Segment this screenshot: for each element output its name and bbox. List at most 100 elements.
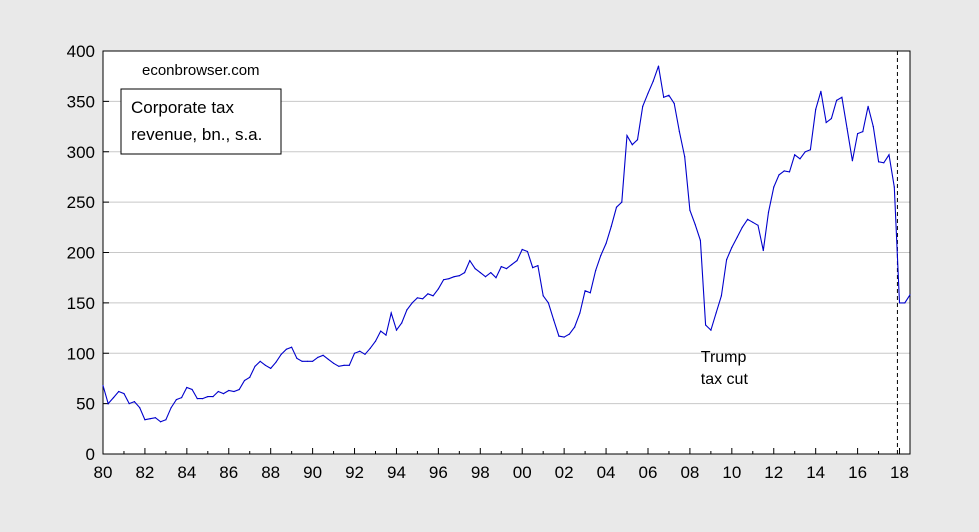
data-point: [841, 96, 843, 98]
data-point: [579, 312, 581, 314]
data-point: [469, 260, 471, 262]
data-point: [505, 268, 508, 270]
data-point: [773, 186, 775, 188]
x-tick-label: 06: [639, 463, 658, 482]
data-point: [872, 126, 874, 128]
data-point: [317, 356, 319, 358]
data-point: [443, 279, 445, 281]
data-point: [484, 276, 487, 278]
data-point: [668, 94, 670, 96]
data-point: [390, 312, 392, 314]
data-point: [909, 294, 911, 296]
data-point: [301, 360, 303, 362]
data-point: [778, 174, 780, 176]
data-point: [474, 268, 476, 270]
data-point: [212, 396, 214, 398]
x-tick-label: 86: [219, 463, 238, 482]
data-point: [820, 90, 822, 92]
data-point: [479, 272, 481, 274]
data-point: [385, 334, 387, 336]
legend: Corporate tax revenue, bn., s.a.: [120, 88, 282, 155]
y-tick-label: 150: [67, 294, 95, 313]
data-point: [684, 156, 686, 158]
data-point: [233, 390, 235, 393]
data-point: [689, 209, 691, 211]
data-point: [794, 154, 796, 156]
x-axis: 80 82 84 86 88 90 92 94 96 98 00 02 04 06 08 10 12 14 16 18: [94, 448, 909, 482]
y-tick-label: 350: [67, 92, 95, 111]
data-point: [422, 298, 424, 300]
data-point: [202, 398, 204, 400]
data-point: [139, 407, 141, 409]
data-point: [647, 92, 649, 94]
legend-line-1: Corporate tax: [131, 98, 234, 117]
data-point: [175, 399, 177, 401]
data-point: [883, 162, 885, 164]
data-point: [259, 360, 261, 362]
data-point: [264, 364, 266, 366]
data-point: [453, 276, 455, 278]
data-point: [500, 266, 502, 268]
data-point: [249, 376, 251, 378]
data-point: [851, 160, 854, 162]
data-point: [207, 396, 209, 398]
data-point: [574, 326, 576, 328]
data-point: [720, 295, 723, 297]
data-point: [595, 270, 597, 272]
data-point: [836, 99, 838, 101]
trump-tax-cut-annotation: Trump tax cut: [701, 349, 749, 388]
data-point: [254, 365, 256, 367]
data-point: [333, 362, 335, 364]
data-point: [186, 386, 188, 389]
data-point: [857, 133, 859, 135]
x-tick-label: 84: [177, 463, 196, 482]
x-tick-label: 98: [471, 463, 490, 482]
data-point: [830, 117, 833, 120]
data-point: [149, 418, 151, 420]
data-point: [144, 419, 146, 421]
data-point: [553, 319, 555, 321]
data-point: [427, 293, 429, 295]
data-point: [846, 128, 848, 130]
data-point: [747, 218, 749, 220]
data-point: [809, 149, 812, 151]
x-tick-label: 00: [513, 463, 532, 482]
data-point: [610, 225, 612, 227]
data-point: [605, 242, 607, 244]
x-tick-label: 02: [555, 463, 574, 482]
data-point: [437, 288, 439, 290]
data-point: [757, 224, 759, 226]
data-point: [374, 340, 377, 342]
y-tick-label: 200: [67, 244, 95, 263]
data-point: [715, 312, 717, 314]
data-point: [411, 302, 413, 304]
data-point: [526, 250, 529, 253]
data-point: [338, 365, 340, 367]
data-point: [893, 186, 895, 188]
x-tick-label: 92: [345, 463, 364, 482]
data-point: [102, 384, 104, 387]
data-point: [464, 272, 466, 274]
data-point: [867, 105, 869, 107]
y-tick-label: 0: [86, 445, 95, 464]
data-point: [112, 397, 115, 399]
data-point: [862, 131, 864, 133]
data-point: [516, 260, 518, 262]
y-tick-label: 300: [67, 143, 95, 162]
data-point: [888, 154, 890, 156]
data-point: [448, 278, 450, 280]
data-point: [380, 330, 382, 332]
data-point: [416, 297, 418, 299]
x-tick-label: 94: [387, 463, 406, 482]
data-point: [196, 398, 198, 400]
data-point: [243, 379, 246, 382]
data-point: [128, 403, 130, 405]
data-point: [312, 360, 314, 362]
annotation-line-1: Trump: [701, 349, 747, 366]
data-point: [752, 221, 754, 223]
x-tick-label: 14: [806, 463, 825, 482]
data-point: [615, 206, 618, 208]
data-point: [154, 417, 156, 419]
data-point: [898, 302, 901, 304]
